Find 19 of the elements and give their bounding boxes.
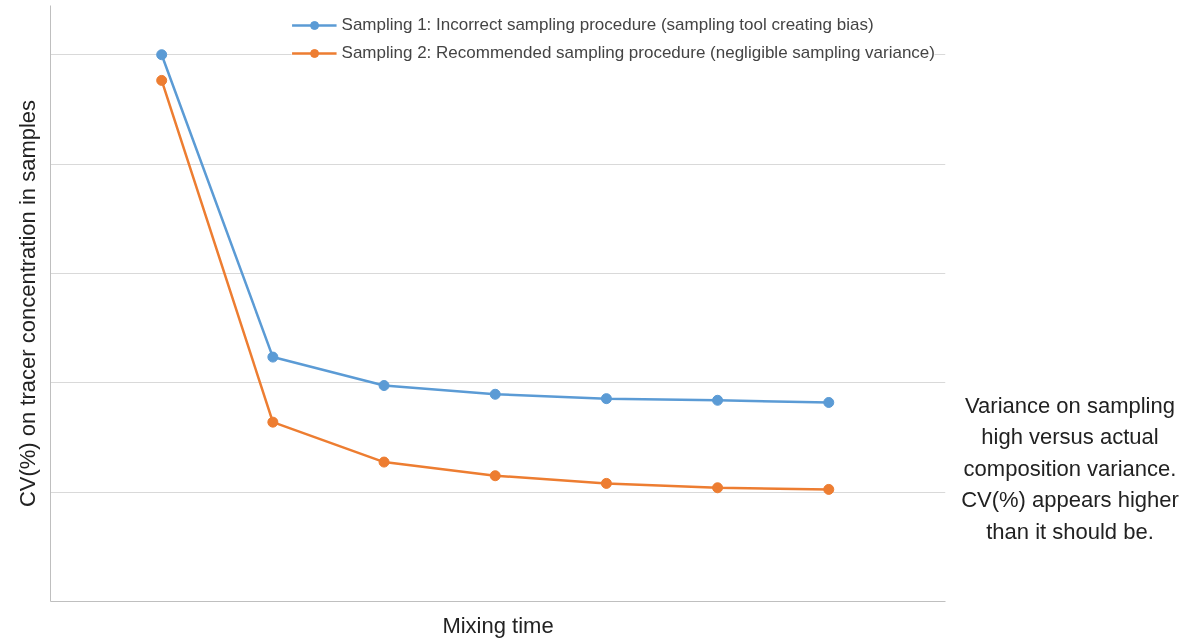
point xyxy=(156,49,168,61)
point xyxy=(600,477,612,489)
x-axis-title: Mixing time xyxy=(442,612,554,638)
point xyxy=(378,456,390,468)
point xyxy=(156,74,168,86)
point xyxy=(267,416,279,428)
point xyxy=(712,482,724,494)
text: Variance on sampling high versus actual composition variance. CV(%) appears higher than it should be. xyxy=(960,392,1180,546)
y-axis-title: CV(%) on tracer concentration in samples xyxy=(14,99,40,508)
point xyxy=(489,470,501,482)
point xyxy=(823,483,835,495)
point xyxy=(823,396,835,408)
point xyxy=(489,388,501,400)
point xyxy=(712,394,724,406)
point xyxy=(267,351,279,363)
legend-label: Sampling 2: Recommended sampling procedure (negligible sampling variance) xyxy=(341,43,935,63)
point xyxy=(600,393,612,405)
point xyxy=(378,380,390,392)
legend-label: Sampling 1: Incorrect sampling procedure (sampling tool creating bias) xyxy=(341,15,874,35)
